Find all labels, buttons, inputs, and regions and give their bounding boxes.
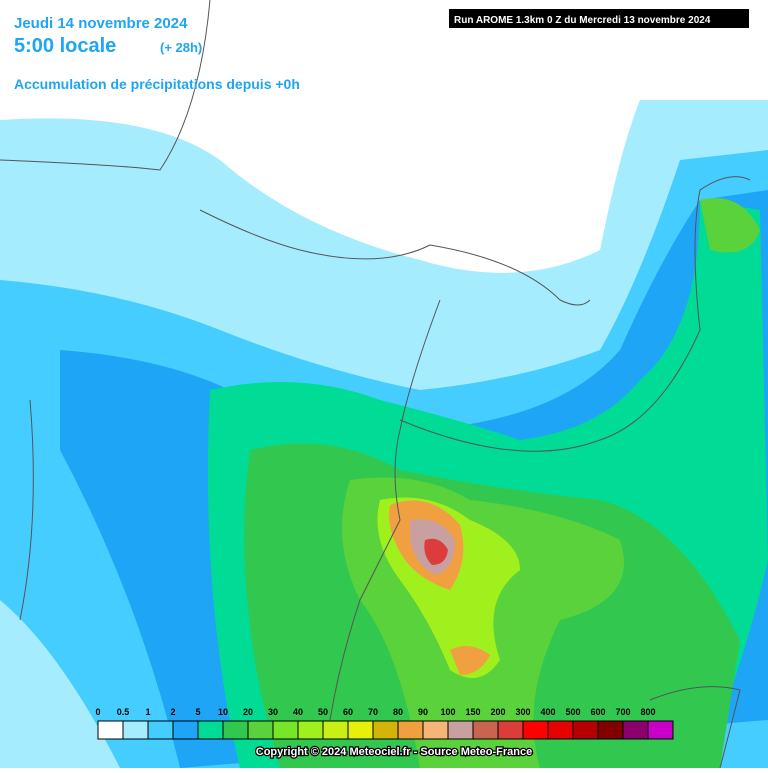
- legend-label: 200: [490, 707, 505, 717]
- legend-swatch: [522, 720, 549, 740]
- legend-label: 5: [195, 707, 200, 717]
- legend-swatch: [572, 720, 599, 740]
- legend-label: 30: [268, 707, 278, 717]
- legend-swatch: [322, 720, 349, 740]
- legend-label: 20: [243, 707, 253, 717]
- time: 5:00 locale: [14, 35, 116, 57]
- legend-label: 50: [318, 707, 328, 717]
- legend-label: 300: [515, 707, 530, 717]
- date: Jeudi 14 novembre 2024: [14, 15, 188, 32]
- run-info: Run AROME 1.3km 0 Z du Mercredi 13 novem…: [454, 15, 711, 26]
- legend-swatch: [422, 720, 449, 740]
- legend-swatch: [147, 720, 174, 740]
- legend-swatch: [647, 720, 674, 740]
- legend-label: 400: [540, 707, 555, 717]
- legend-label: 700: [615, 707, 630, 717]
- legend-swatch: [447, 720, 474, 740]
- legend-label: 80: [393, 707, 403, 717]
- legend-label: 70: [368, 707, 378, 717]
- legend-swatch: [197, 720, 224, 740]
- legend-swatch: [622, 720, 649, 740]
- legend-label: 150: [465, 707, 480, 717]
- legend-label: 600: [590, 707, 605, 717]
- legend-label: 0.5: [117, 707, 130, 717]
- run-box: [449, 9, 749, 28]
- product: Accumulation de précipitations depuis +0…: [14, 76, 300, 92]
- legend-swatch: [297, 720, 324, 740]
- legend-label: 0: [95, 707, 100, 717]
- legend-label: 90: [418, 707, 428, 717]
- legend-swatch: [397, 720, 424, 740]
- precipitation-field: [0, 100, 768, 768]
- legend-label: 2: [170, 707, 175, 717]
- legend-swatch: [597, 720, 624, 740]
- legend-swatch: [247, 720, 274, 740]
- legend-label: 800: [640, 707, 655, 717]
- legend-swatch: [172, 720, 199, 740]
- legend-swatch: [547, 720, 574, 740]
- legend-label: 10: [218, 707, 228, 717]
- legend-label: 100: [440, 707, 455, 717]
- legend-label: 500: [565, 707, 580, 717]
- legend-label: 1: [145, 707, 150, 717]
- legend-swatch: [97, 720, 124, 740]
- legend-swatch: [222, 720, 249, 740]
- legend-swatch: [122, 720, 149, 740]
- legend-swatch: [497, 720, 524, 740]
- lead-time: (+ 28h): [160, 40, 202, 55]
- legend-swatch: [472, 720, 499, 740]
- legend-label: 60: [343, 707, 353, 717]
- legend-label: 40: [293, 707, 303, 717]
- legend: 0 0.5 1 2 5 10 20 30 40 50 60 70 80 90 100 150 200 300 400…: [95, 707, 674, 740]
- legend-swatch: [347, 720, 374, 740]
- copyright: Copyright © 2024 Meteociel.fr - Source M…: [256, 746, 532, 758]
- legend-swatch: [372, 720, 399, 740]
- borders: [0, 0, 751, 769]
- legend-swatch: [272, 720, 299, 740]
